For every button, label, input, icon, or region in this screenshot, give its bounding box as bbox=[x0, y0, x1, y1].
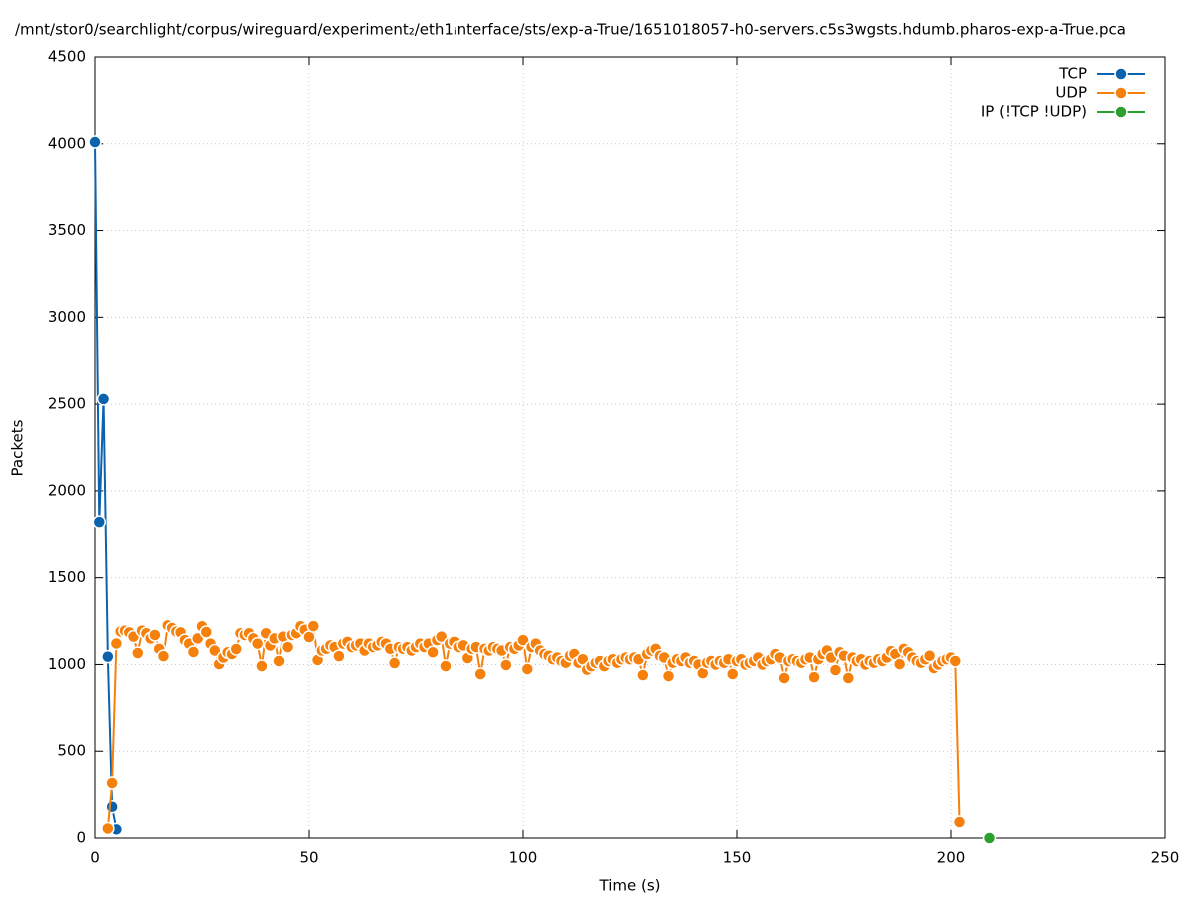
data-point bbox=[306, 619, 321, 633]
data-point bbox=[434, 629, 449, 644]
data-point bbox=[229, 642, 243, 656]
data-point bbox=[636, 668, 650, 682]
y-tick-label: 4000 bbox=[48, 134, 86, 152]
data-point bbox=[105, 776, 119, 790]
data-point bbox=[473, 667, 487, 681]
legend-label: TCP bbox=[1058, 65, 1087, 83]
data-point bbox=[88, 135, 102, 149]
data-point bbox=[725, 667, 740, 681]
data-point bbox=[777, 671, 791, 685]
y-tick-label: 4500 bbox=[48, 48, 86, 66]
data-point bbox=[892, 657, 907, 671]
data-point bbox=[208, 643, 222, 658]
x-tick-label: 50 bbox=[299, 849, 318, 867]
legend-swatch bbox=[1114, 105, 1128, 119]
y-tick-label: 0 bbox=[76, 829, 86, 847]
y-axis-label: Packets bbox=[9, 419, 27, 476]
x-tick-label: 150 bbox=[723, 849, 752, 867]
data-point bbox=[255, 659, 269, 673]
data-point bbox=[332, 649, 346, 663]
data-point bbox=[520, 662, 535, 676]
data-point bbox=[439, 659, 453, 673]
legend-label: IP (!TCP !UDP) bbox=[981, 103, 1087, 121]
data-point bbox=[199, 625, 214, 639]
x-axis-label: Time (s) bbox=[599, 877, 661, 895]
x-tick-label: 200 bbox=[937, 849, 966, 867]
data-point bbox=[841, 671, 856, 685]
legend-swatch bbox=[1114, 67, 1128, 81]
data-point bbox=[101, 649, 115, 664]
data-point bbox=[280, 640, 295, 654]
data-point bbox=[948, 654, 963, 668]
data-point bbox=[499, 658, 513, 672]
y-tick-label: 3500 bbox=[48, 221, 86, 239]
legend-swatch bbox=[1114, 86, 1128, 100]
data-point bbox=[952, 815, 967, 829]
plot-border bbox=[94, 56, 1166, 839]
y-tick-label: 1000 bbox=[48, 655, 86, 673]
data-point bbox=[922, 649, 937, 663]
data-point bbox=[156, 649, 171, 663]
data-point bbox=[250, 636, 265, 651]
data-point bbox=[516, 633, 530, 647]
data-point bbox=[807, 670, 821, 684]
y-tick-label: 3000 bbox=[48, 308, 86, 326]
data-point bbox=[92, 515, 107, 529]
data-point bbox=[661, 669, 676, 683]
data-point bbox=[426, 645, 440, 660]
chart-title: /mnt/stor0/searchlight/corpus/wireguard/… bbox=[15, 21, 1126, 39]
data-point bbox=[101, 821, 115, 836]
data-point bbox=[109, 636, 124, 651]
data-point bbox=[105, 800, 119, 814]
legend-label: UDP bbox=[1055, 84, 1087, 102]
data-point bbox=[982, 831, 997, 845]
data-point bbox=[828, 663, 843, 677]
data-point bbox=[272, 654, 286, 668]
y-tick-label: 2000 bbox=[48, 481, 86, 499]
data-point bbox=[96, 392, 111, 406]
x-tick-label: 250 bbox=[1151, 849, 1180, 867]
data-point bbox=[186, 645, 201, 659]
y-tick-label: 2500 bbox=[48, 395, 86, 413]
y-tick-label: 500 bbox=[57, 742, 86, 760]
data-point bbox=[131, 646, 145, 660]
x-tick-label: 0 bbox=[90, 849, 100, 867]
y-tick-label: 1500 bbox=[48, 568, 86, 586]
x-tick-label: 100 bbox=[509, 849, 538, 867]
data-point bbox=[148, 628, 162, 642]
data-point bbox=[387, 656, 402, 670]
